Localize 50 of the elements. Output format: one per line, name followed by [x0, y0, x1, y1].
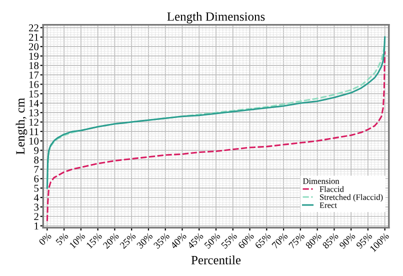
x-tick-label: 5%	[55, 232, 69, 246]
legend-label: Flaccid	[320, 186, 344, 192]
y-tick-label: 17	[29, 72, 39, 78]
y-tick-label: 21	[28, 34, 38, 41]
x-tick-label: 45%	[186, 232, 204, 250]
x-tick-label: 0%	[38, 232, 52, 246]
legend-title: Dimension	[303, 178, 340, 184]
line-series	[46, 50, 386, 222]
legend-label: Erect	[320, 202, 337, 208]
x-tick-label: 40%	[170, 232, 187, 250]
y-tick-label: 9	[34, 147, 39, 154]
x-tick-label: 35%	[153, 232, 170, 249]
y-tick-label: 6	[34, 175, 39, 182]
x-tick-label: 10%	[69, 232, 86, 249]
y-tick-label: 7	[34, 166, 39, 173]
y-tick-label: 14	[29, 100, 39, 107]
y-tick-label: 19	[29, 52, 39, 60]
y-axis-title: Length, cm	[16, 98, 28, 154]
y-tick-label: 22	[28, 24, 38, 32]
x-tick-label: 95%	[356, 232, 373, 250]
x-tick-label: 60%	[238, 232, 254, 250]
x-tick-label: 15%	[86, 232, 102, 249]
x-tick-label: 75%	[288, 232, 306, 249]
x-tick-label: 20%	[102, 232, 120, 250]
x-tick-label: 50%	[204, 232, 221, 249]
x-tick-label: 25%	[119, 232, 136, 250]
y-tick-label: 20	[28, 43, 39, 50]
y-tick-label: 2	[34, 213, 38, 220]
chart-title: Length Dimensions	[167, 12, 265, 24]
y-tick-label: 5	[34, 184, 39, 192]
y-tick-label: 16	[29, 81, 39, 88]
y-tick-label: 10	[29, 138, 39, 145]
y-tick-label: 1	[34, 222, 38, 230]
y-tick-label: 12	[29, 118, 38, 126]
x-tick-label: 80%	[305, 232, 322, 250]
y-tick-label: 11	[30, 128, 38, 136]
x-tick-label: 55%	[220, 232, 238, 249]
y-tick-label: 4	[34, 194, 39, 202]
y-tick-label: 13	[29, 109, 39, 116]
x-tick-label: 90%	[338, 232, 356, 250]
y-tick-label: 8	[34, 156, 39, 164]
x-axis-title: Percentile	[191, 256, 241, 264]
legend-label: Stretched (Flaccid)	[320, 194, 383, 202]
y-tick-label: 18	[29, 62, 39, 70]
y-tick-label: 3	[34, 204, 39, 211]
x-tick-label: 70%	[272, 232, 288, 249]
y-tick-label: 15	[29, 90, 39, 98]
x-tick-label: 65%	[254, 232, 272, 250]
x-tick-label: 30%	[136, 232, 154, 249]
x-tick-label: 85%	[322, 232, 339, 250]
